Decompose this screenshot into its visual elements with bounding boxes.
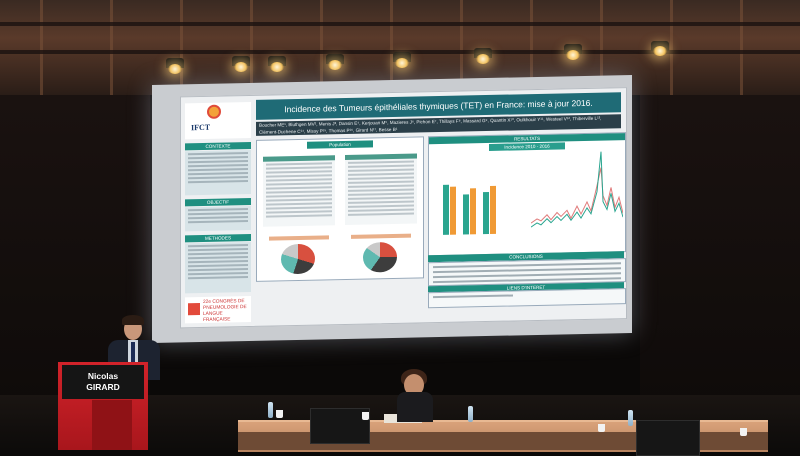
speaker-name-sign: Nicolas GIRARD [62,365,144,399]
pie-caption [351,233,411,239]
section-population: Population [307,140,373,149]
cup [740,428,747,436]
bar [463,194,469,235]
bar [483,191,489,235]
bar [443,184,449,235]
bar [470,188,476,235]
pie-caption [269,235,329,241]
spotlight [476,54,490,64]
logo-text: IFCT [191,122,211,133]
ceiling-slat [180,0,183,95]
population-table-left [263,155,335,227]
spotlight-fixture [474,48,492,58]
section-objectif: OBJECTIF [185,197,251,207]
spotlight-fixture [268,56,286,66]
spotlight [653,46,667,56]
spotlight [234,62,248,72]
speaker-hair [122,315,144,325]
ceiling-slat [740,0,743,95]
spotlight [328,60,342,70]
projection-screen: IFCT Incidence des Tumeurs épithéliales … [152,74,632,344]
spotlight-fixture [326,54,344,64]
logo: IFCT [185,101,251,140]
congress-logo: 22e CONGRÈS DE PNEUMOLOGIE DE LANGUE FRA… [185,295,251,324]
population-panel: Population [256,136,424,282]
ceiling-slat [40,0,43,95]
water-bottle [268,402,273,418]
results-panel: RESULTATS Incidence 2010 - 2016 [428,132,626,257]
desk-front [238,432,768,450]
desk-monitor [636,420,700,456]
liens-text [428,288,626,309]
spotlight-fixture [393,52,411,62]
congress-text: 22e CONGRÈS DE PNEUMOLOGIE DE LANGUE FRA… [203,299,247,323]
ceiling-slat [250,0,253,95]
cup [276,410,283,418]
water-bottle [468,406,473,422]
water-bottle [628,410,633,426]
spotlight [270,62,284,72]
speaker-tie [131,342,135,362]
ceiling-slat [390,0,393,95]
bar [490,185,496,234]
spotlight-fixture [232,56,250,66]
pie-chart [363,241,397,273]
right-wall [640,95,800,450]
lectern-shadow [92,400,132,450]
ceiling-beam [0,22,800,26]
incidence-line-chart [531,151,623,228]
ceiling-slat [110,0,113,95]
speaker-last-name: GIRARD [86,382,120,392]
ceiling-slat [460,0,463,95]
desk-monitor [310,408,370,444]
ceiling-slat [600,0,603,95]
section-methodes: METHODES [185,233,251,243]
methodes-text [185,241,251,294]
congress-emblem-icon [188,303,200,316]
spotlight [395,58,409,68]
pie-charts [263,233,419,276]
cup [362,412,369,420]
speaker-first-name: Nicolas [87,371,119,381]
spotlight-fixture [166,58,184,68]
seated-person-head [404,374,424,396]
logo-emblem-icon [207,104,221,119]
bar [450,186,456,235]
spotlight-fixture [564,44,582,54]
spotlight [168,64,182,74]
cup [598,424,605,432]
poster-slide: IFCT Incidence des Tumeurs épithéliales … [180,87,627,329]
section-contexte: CONTEXTE [185,141,251,151]
ceiling-slat [530,0,533,95]
objectif-text [185,205,251,232]
population-table-right [345,153,417,225]
seated-person-body [397,392,433,422]
pie-chart [281,243,315,275]
ceiling-slat [670,0,673,95]
ceiling-slat [320,0,323,95]
spotlight [566,50,580,60]
contexte-text [185,149,251,196]
